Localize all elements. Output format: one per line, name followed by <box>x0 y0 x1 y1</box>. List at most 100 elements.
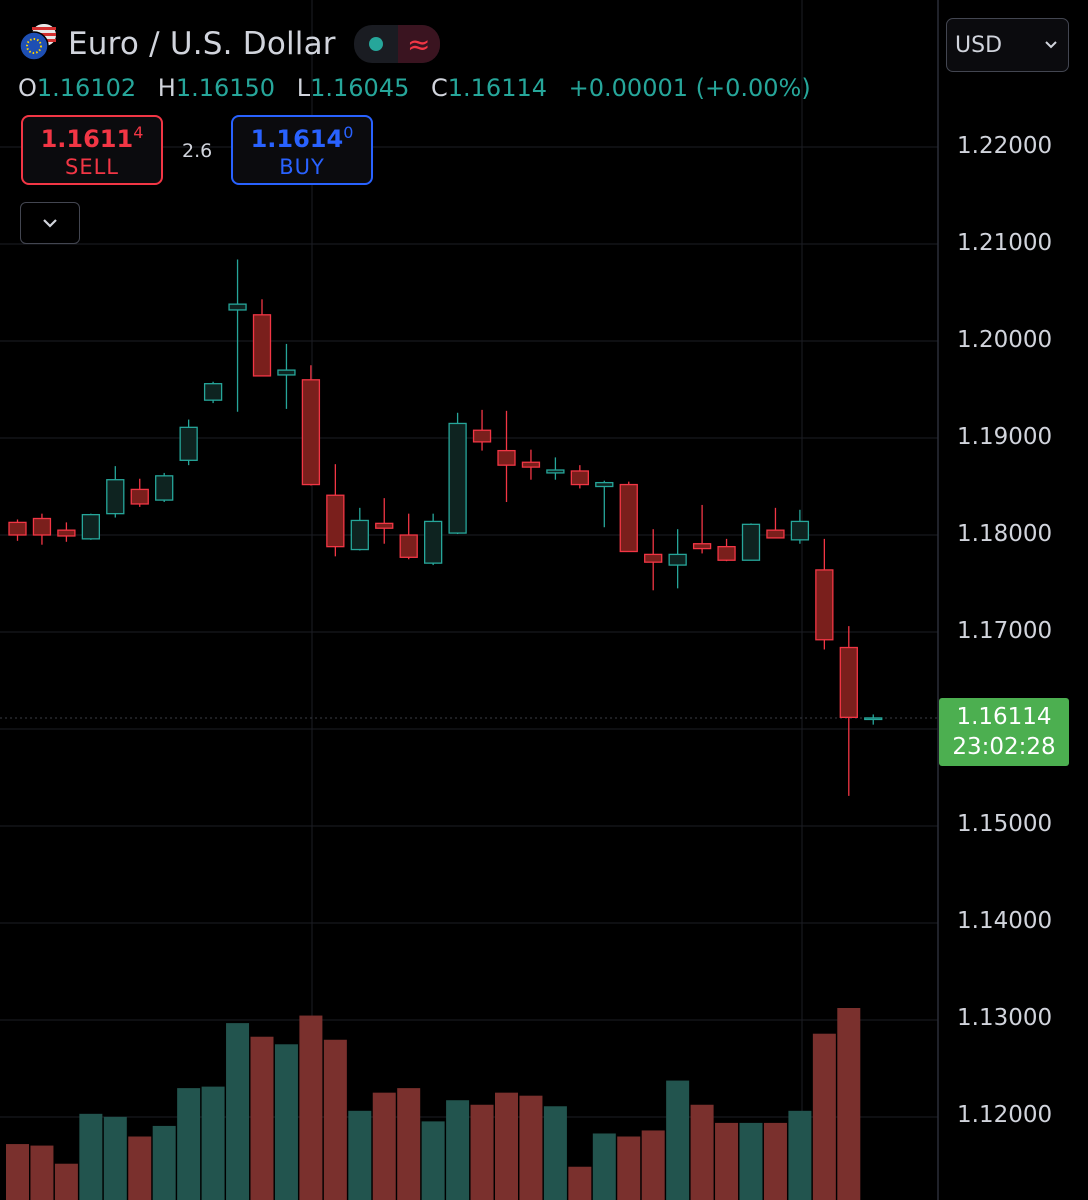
last-price-value: 1.16114 <box>956 704 1052 730</box>
candle-body <box>497 449 516 466</box>
volume-bar <box>299 1015 323 1200</box>
price-axis-label: 1.22000 <box>957 133 1053 159</box>
volume-bar <box>495 1092 518 1200</box>
candle-body <box>57 529 76 537</box>
delayed-wave-icon[interactable]: ≈ <box>397 25 440 63</box>
volume-bar <box>201 1086 225 1200</box>
volume-bar <box>617 1136 641 1200</box>
volume-bar <box>739 1122 763 1200</box>
candle-body <box>864 717 883 721</box>
candle-body <box>155 475 174 501</box>
volume-bar <box>30 1145 54 1200</box>
close-label: C <box>430 74 448 102</box>
currency-value: USD <box>955 32 1003 58</box>
bar-countdown: 23:02:28 <box>952 734 1056 760</box>
volume-bar <box>54 1163 78 1200</box>
volume-bar <box>323 1039 347 1200</box>
volume-bar <box>519 1095 543 1200</box>
high-value: 1.16150 <box>175 74 276 102</box>
candle-body <box>692 543 712 550</box>
candle-body <box>228 303 247 311</box>
candle-body <box>619 483 638 553</box>
candle-body <box>839 646 858 719</box>
candle-body <box>106 479 125 515</box>
volume-bar <box>470 1104 494 1200</box>
sell-price: 1.16114 <box>40 123 144 153</box>
symbol-title[interactable]: Euro / U.S. Dollar <box>68 26 336 62</box>
volume-bar <box>397 1088 421 1200</box>
candle-body <box>179 426 198 461</box>
volume-bar <box>226 1023 250 1200</box>
volume-bar <box>641 1130 665 1200</box>
price-axis-label: 1.18000 <box>957 521 1053 547</box>
volume-bar <box>152 1125 176 1200</box>
candle-body <box>741 523 761 561</box>
chevron-down-icon <box>43 219 57 228</box>
volume-bar <box>372 1092 396 1200</box>
volume-bar <box>788 1110 812 1200</box>
symbol-header: Euro / U.S. Dollar ≈ <box>18 24 440 64</box>
volume-bar <box>690 1104 714 1200</box>
candle-body <box>766 529 785 539</box>
volume-bar <box>177 1088 201 1200</box>
volume-bar <box>568 1166 592 1200</box>
spread-value: 2.6 <box>182 140 213 162</box>
candle-body <box>375 522 394 529</box>
price-axis-label: 1.12000 <box>957 1102 1053 1128</box>
price-axis-label: 1.21000 <box>957 230 1053 256</box>
collapse-panel-button[interactable] <box>20 202 80 244</box>
candle-body <box>644 553 663 563</box>
volume-bar <box>543 1106 567 1200</box>
candle-body <box>350 519 369 551</box>
chevron-down-icon <box>1045 41 1057 49</box>
price-axis-label: 1.20000 <box>957 327 1053 353</box>
candle-body <box>8 521 27 536</box>
ohlc-legend: O1.16102 H1.16150 L1.16045 C1.16114 +0.0… <box>18 74 825 102</box>
currency-select[interactable]: USD <box>946 18 1069 72</box>
candle-body <box>595 481 614 488</box>
price-axis-label: 1.14000 <box>957 908 1053 934</box>
low-label: L <box>296 74 311 102</box>
high-label: H <box>157 74 176 102</box>
volume-bar <box>274 1044 298 1200</box>
price-axis-label: 1.17000 <box>957 618 1053 644</box>
candle-body <box>130 488 149 505</box>
sell-button[interactable]: 1.16114 SELL <box>21 115 163 185</box>
candle-body <box>32 517 52 536</box>
volume-bar <box>837 1008 861 1200</box>
volume-bar <box>666 1080 690 1200</box>
volume-bar <box>592 1133 616 1200</box>
candle-body <box>815 569 834 641</box>
candle-body <box>301 379 321 486</box>
volume-bar <box>446 1100 470 1200</box>
candle-body <box>203 383 223 401</box>
volume-bar <box>812 1033 836 1200</box>
volume-bar <box>250 1036 274 1200</box>
market-open-dot-icon[interactable] <box>354 25 398 63</box>
change-value: +0.00001 (+0.00%) <box>568 74 811 102</box>
candle-body <box>277 369 296 376</box>
price-axis-label: 1.19000 <box>957 424 1053 450</box>
candle-body <box>790 520 810 541</box>
buy-button[interactable]: 1.16140 BUY <box>231 115 373 185</box>
volume-bar <box>79 1113 103 1200</box>
sell-label: SELL <box>65 155 119 179</box>
eu-flag-icon <box>19 31 49 61</box>
volume-bar <box>103 1116 127 1200</box>
candle-body <box>546 469 565 474</box>
candle-body <box>399 534 418 558</box>
candle-body <box>570 470 589 486</box>
volume-bar <box>763 1122 787 1200</box>
price-axis-label: 1.13000 <box>957 1005 1053 1031</box>
candle-body <box>252 314 272 377</box>
candle-body <box>326 494 345 548</box>
candle-body <box>448 422 467 534</box>
candle-body <box>81 513 100 540</box>
open-label: O <box>18 74 37 102</box>
low-value: 1.16045 <box>310 74 410 102</box>
candle-body <box>423 520 443 564</box>
market-status-pill[interactable]: ≈ <box>353 25 440 63</box>
last-price-tag: 1.16114 23:02:28 <box>939 698 1069 766</box>
volume-bar <box>348 1110 372 1200</box>
